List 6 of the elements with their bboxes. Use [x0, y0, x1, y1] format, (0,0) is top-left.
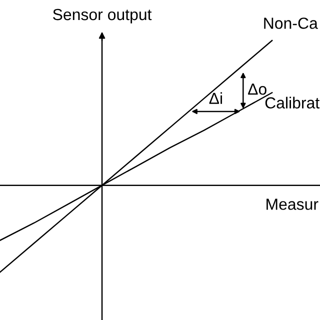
x-axis-title: Measur	[266, 198, 318, 210]
y-axis-title: Sensor output	[53, 8, 152, 24]
annotation: Δo	[248, 84, 266, 95]
annotation: Δi	[209, 92, 222, 104]
legend-label: Calibrat	[265, 96, 320, 109]
series-label: Non-Ca	[264, 18, 318, 29]
